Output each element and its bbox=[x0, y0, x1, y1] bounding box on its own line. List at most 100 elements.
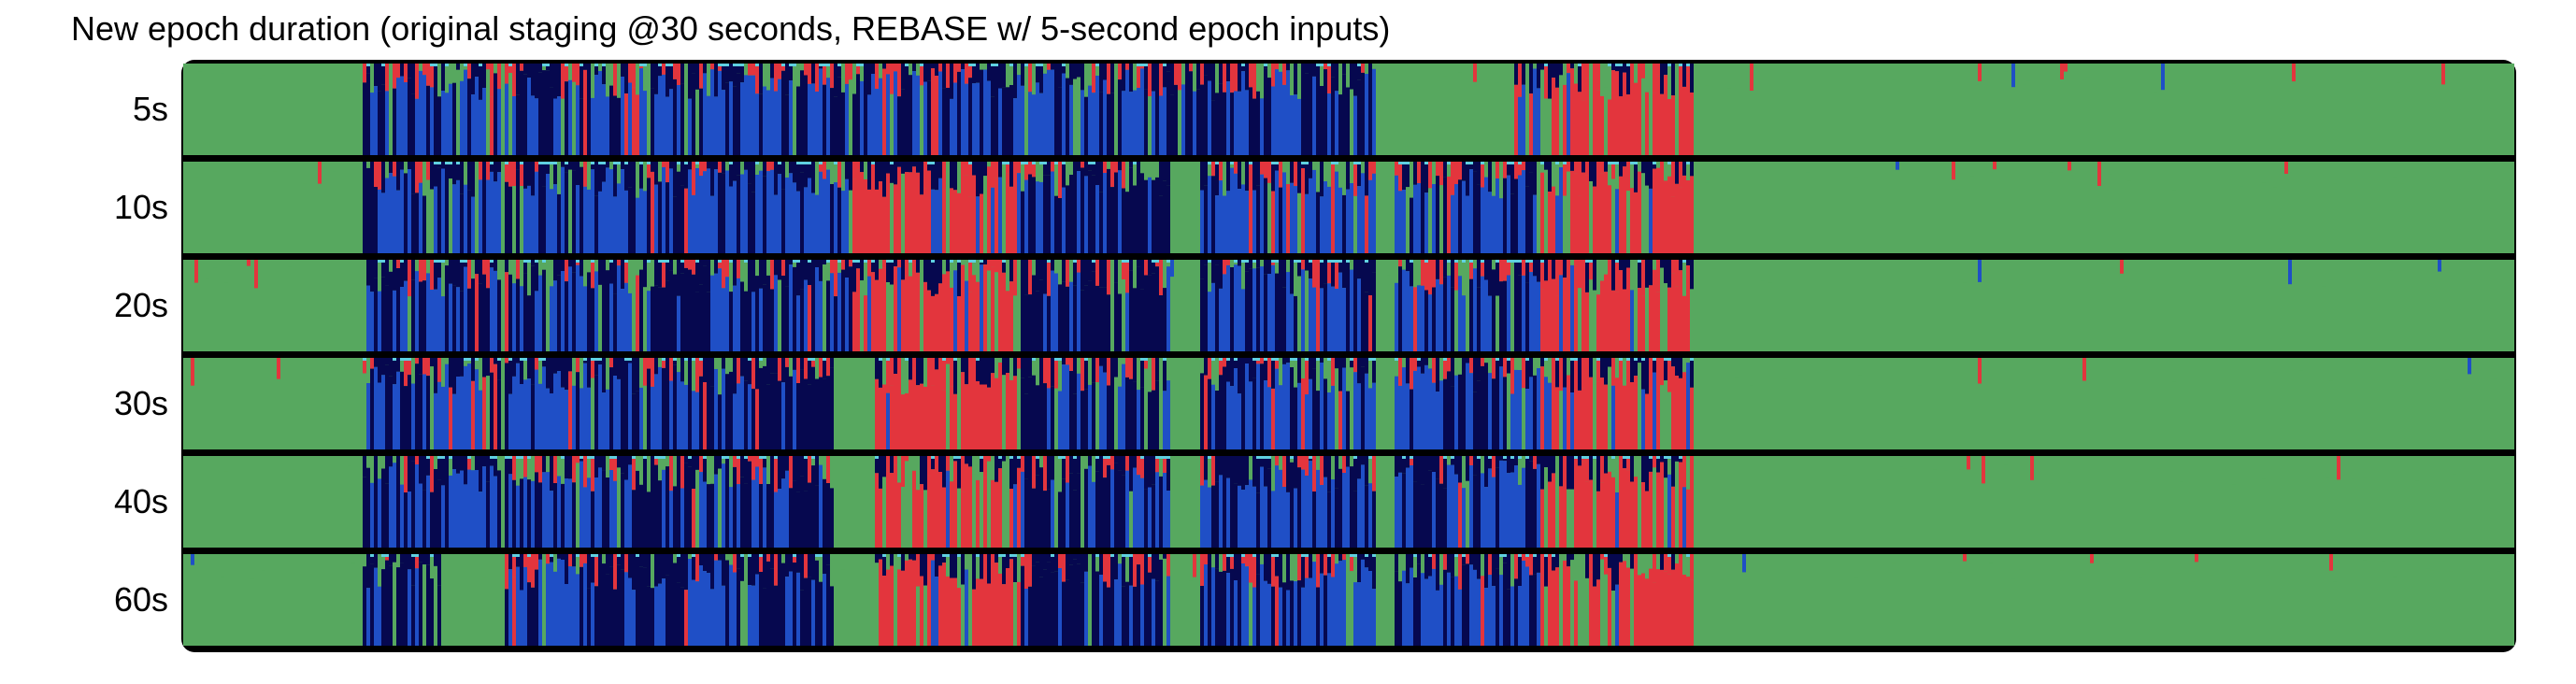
heatmap-cell bbox=[613, 358, 617, 376]
heatmap-cell bbox=[808, 358, 811, 385]
heatmap-cell bbox=[953, 270, 957, 351]
heatmap-cell bbox=[1331, 189, 1335, 253]
heatmap-cell bbox=[1077, 272, 1080, 351]
heatmap-cell bbox=[191, 554, 194, 565]
heatmap-cell bbox=[1671, 554, 1675, 570]
heatmap-cell bbox=[1630, 568, 1634, 646]
heatmap-cell bbox=[935, 358, 938, 370]
heatmap-cell bbox=[1510, 586, 1514, 646]
heatmap-cell bbox=[923, 188, 927, 253]
heatmap-cell bbox=[2329, 358, 2333, 381]
heatmap-cell bbox=[1496, 260, 1499, 296]
heatmap-cell bbox=[938, 554, 942, 566]
heatmap-cell bbox=[744, 483, 748, 548]
heatmap-cell bbox=[1548, 260, 1552, 282]
heatmap-cell bbox=[1540, 172, 1544, 253]
heatmap-cell bbox=[1051, 270, 1054, 351]
heatmap-cell bbox=[464, 64, 467, 70]
heatmap-cell bbox=[464, 260, 467, 267]
heatmap-cell bbox=[546, 388, 550, 449]
heatmap-cell bbox=[508, 64, 512, 66]
heatmap-cell bbox=[1114, 456, 1118, 463]
heatmap-cell bbox=[1327, 554, 1331, 557]
heatmap-cell bbox=[587, 272, 591, 351]
heatmap-cell bbox=[897, 267, 901, 351]
heatmap-cell bbox=[1596, 294, 1600, 351]
heatmap-cell bbox=[1600, 260, 1604, 281]
heatmap-cell bbox=[725, 456, 729, 482]
heatmap-cell bbox=[1993, 162, 1996, 170]
heatmap-cell bbox=[553, 358, 557, 374]
heatmap-cell bbox=[755, 389, 759, 449]
heatmap-cell bbox=[437, 585, 441, 646]
heatmap-cell bbox=[710, 162, 714, 196]
heatmap-cell bbox=[1656, 367, 1660, 449]
heatmap-cell bbox=[565, 456, 568, 479]
heatmap-cell bbox=[886, 456, 890, 472]
heatmap-cell bbox=[1525, 260, 1529, 263]
heatmap-cell bbox=[452, 162, 456, 185]
heatmap-cell bbox=[1368, 358, 1372, 389]
heatmap-cell bbox=[1099, 287, 1103, 351]
heatmap-cell bbox=[699, 358, 703, 377]
heatmap-cell bbox=[1230, 456, 1234, 487]
heatmap-cell bbox=[882, 456, 886, 477]
heatmap-cell bbox=[946, 170, 950, 253]
heatmap-cell bbox=[1282, 287, 1286, 351]
heatmap-cell bbox=[2094, 456, 2097, 485]
heatmap-cell bbox=[542, 269, 546, 351]
heatmap-cell bbox=[542, 358, 546, 361]
heatmap-cell bbox=[1189, 71, 1193, 155]
heatmap-cell bbox=[1335, 162, 1338, 172]
heatmap-cell bbox=[1200, 278, 1204, 351]
heatmap-cell bbox=[1653, 554, 1656, 583]
heatmap-cell bbox=[1357, 478, 1361, 548]
heatmap-cell bbox=[1095, 554, 1099, 572]
heatmap-cell bbox=[1080, 90, 1084, 155]
heatmap-cell bbox=[426, 179, 430, 253]
heatmap-cell bbox=[247, 162, 250, 186]
heatmap-cell bbox=[677, 358, 680, 373]
heatmap-cell bbox=[766, 260, 770, 276]
heatmap-cell bbox=[987, 456, 991, 462]
heatmap-cell bbox=[1103, 554, 1107, 582]
heatmap-cell bbox=[486, 288, 490, 351]
heatmap-cell bbox=[722, 358, 725, 369]
heatmap-cell bbox=[1327, 392, 1331, 449]
heatmap-cell bbox=[819, 581, 823, 646]
heatmap-cell bbox=[1148, 177, 1152, 253]
heatmap-cell bbox=[1507, 162, 1510, 176]
heatmap-cell bbox=[1365, 485, 1368, 548]
heatmap-cell bbox=[396, 190, 400, 253]
heatmap-cell bbox=[1129, 491, 1133, 548]
heatmap-cell bbox=[591, 378, 594, 449]
heatmap-cell bbox=[1051, 554, 1054, 573]
heatmap-cell bbox=[598, 358, 602, 365]
heatmap-cell bbox=[1682, 487, 1686, 548]
heatmap-cell bbox=[1290, 462, 1294, 548]
heatmap-cell bbox=[527, 554, 531, 583]
heatmap-cell bbox=[441, 358, 445, 387]
heatmap-cell bbox=[662, 162, 665, 167]
heatmap-cell bbox=[639, 269, 643, 351]
heatmap-cell bbox=[927, 394, 931, 449]
heatmap-cell bbox=[1477, 260, 1481, 288]
heatmap-cell bbox=[490, 456, 494, 466]
heatmap-cell bbox=[508, 554, 512, 570]
heatmap-cell bbox=[834, 182, 837, 253]
heatmap-cell bbox=[1611, 178, 1615, 253]
heatmap-cell bbox=[920, 85, 923, 155]
heatmap-cell bbox=[1140, 260, 1144, 290]
heatmap-cell bbox=[422, 564, 426, 646]
heatmap-cell bbox=[2071, 64, 2075, 79]
heatmap-cell bbox=[572, 170, 576, 253]
heatmap-cell bbox=[983, 456, 987, 477]
heatmap-cell bbox=[778, 162, 781, 164]
heatmap-cell bbox=[815, 92, 819, 155]
heatmap-cell bbox=[987, 461, 991, 548]
heatmap-cell bbox=[819, 260, 823, 281]
heatmap-cell bbox=[1667, 358, 1671, 392]
heatmap-cell bbox=[613, 293, 617, 351]
heatmap-cell bbox=[1043, 554, 1047, 570]
heatmap-cell bbox=[475, 188, 479, 253]
